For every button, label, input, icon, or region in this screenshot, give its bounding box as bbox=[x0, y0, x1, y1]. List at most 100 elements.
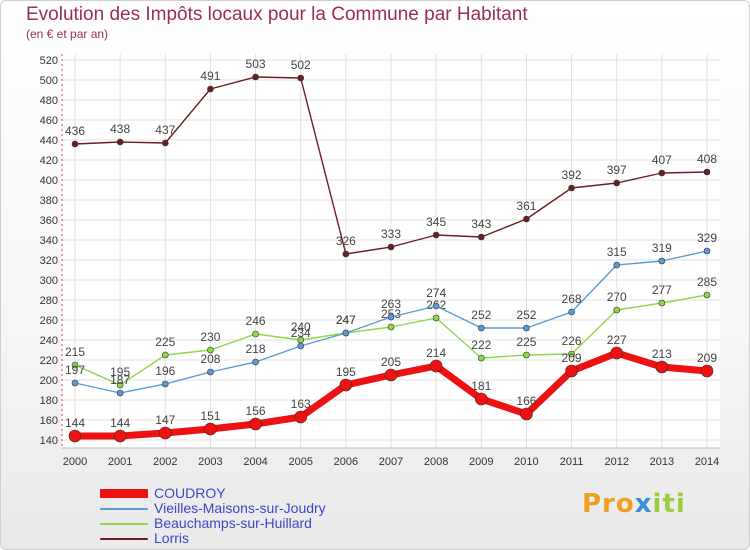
data-label: 222 bbox=[471, 338, 491, 352]
data-label: 285 bbox=[697, 275, 717, 289]
data-label: 326 bbox=[336, 234, 356, 248]
data-point bbox=[703, 291, 711, 299]
legend-label-lorris: Lorris bbox=[154, 530, 190, 546]
data-label: 144 bbox=[65, 416, 85, 430]
data-point bbox=[161, 351, 169, 359]
data-point bbox=[297, 74, 305, 82]
y-tick-label: 460 bbox=[40, 115, 58, 127]
data-label: 156 bbox=[246, 404, 266, 418]
data-point bbox=[387, 313, 395, 321]
data-label: 246 bbox=[246, 314, 266, 328]
data-label: 213 bbox=[652, 347, 672, 361]
y-tick-label: 180 bbox=[40, 395, 58, 407]
data-point bbox=[297, 342, 305, 350]
data-point bbox=[613, 261, 621, 269]
data-point bbox=[342, 329, 350, 337]
data-point bbox=[703, 168, 711, 176]
x-tick-label: 2014 bbox=[695, 456, 719, 468]
data-point bbox=[113, 429, 127, 443]
data-point bbox=[384, 368, 398, 382]
legend-label-beauchamps: Beauchamps-sur-Huillard bbox=[154, 515, 312, 531]
legend-swatch-lorris bbox=[100, 537, 148, 540]
legend-swatch-coudroy bbox=[100, 489, 148, 498]
data-point bbox=[523, 324, 530, 332]
data-point bbox=[703, 247, 711, 255]
chart-subtitle: (en € et par an) bbox=[26, 27, 109, 41]
x-tick-label: 2013 bbox=[650, 456, 674, 468]
data-label: 315 bbox=[607, 245, 627, 259]
data-label: 205 bbox=[381, 355, 401, 369]
y-tick-label: 200 bbox=[40, 375, 58, 387]
y-tick-label: 380 bbox=[40, 195, 58, 207]
data-point bbox=[207, 346, 214, 354]
legend-swatch-beauchamps bbox=[100, 522, 148, 525]
data-label: 491 bbox=[200, 69, 220, 83]
data-point bbox=[477, 324, 485, 332]
legend-label-coudroy: COUDROY bbox=[154, 485, 226, 501]
data-point bbox=[429, 359, 443, 373]
legend: COUDROY Vieilles-Maisons-sur-Joudry Beau… bbox=[100, 486, 326, 546]
data-point bbox=[568, 350, 575, 358]
data-label: 274 bbox=[426, 286, 446, 300]
data-point bbox=[158, 426, 172, 440]
data-label: 408 bbox=[697, 152, 717, 166]
data-point bbox=[565, 364, 578, 378]
data-label: 195 bbox=[110, 365, 130, 379]
data-point bbox=[294, 410, 308, 424]
data-label: 166 bbox=[516, 394, 536, 408]
data-label: 234 bbox=[291, 326, 311, 340]
data-point bbox=[116, 381, 124, 389]
data-point bbox=[523, 351, 530, 359]
y-tick-label: 280 bbox=[40, 295, 58, 307]
data-label: 225 bbox=[155, 335, 175, 349]
y-tick-label: 360 bbox=[40, 215, 58, 227]
data-point bbox=[68, 429, 82, 443]
data-label: 151 bbox=[200, 409, 220, 423]
data-label: 252 bbox=[516, 308, 536, 322]
data-point bbox=[116, 138, 124, 146]
x-tick-label: 2005 bbox=[288, 456, 312, 468]
data-label: 263 bbox=[381, 297, 401, 311]
data-label: 247 bbox=[336, 313, 356, 327]
data-label: 214 bbox=[426, 346, 446, 360]
data-label: 208 bbox=[200, 352, 220, 366]
data-label: 196 bbox=[155, 364, 175, 378]
y-tick-label: 500 bbox=[40, 75, 58, 87]
data-point bbox=[477, 354, 485, 362]
data-point bbox=[207, 85, 214, 93]
y-tick-label: 220 bbox=[40, 355, 58, 367]
data-point bbox=[249, 417, 262, 431]
data-label: 270 bbox=[607, 290, 627, 304]
data-point bbox=[71, 140, 79, 148]
legend-item-vieilles-maisons: Vieilles-Maisons-sur-Joudry bbox=[100, 501, 326, 516]
data-label: 247 bbox=[336, 313, 356, 327]
data-point bbox=[116, 389, 124, 397]
x-tick-label: 2008 bbox=[424, 456, 448, 468]
legend-swatch-vieilles-maisons bbox=[100, 507, 148, 510]
data-point bbox=[387, 243, 395, 251]
data-label: 197 bbox=[65, 363, 85, 377]
y-tick-label: 340 bbox=[40, 235, 58, 247]
data-point bbox=[658, 257, 666, 265]
data-label: 227 bbox=[607, 333, 627, 347]
data-point bbox=[207, 368, 214, 376]
data-point bbox=[658, 299, 666, 307]
x-tick-label: 2010 bbox=[514, 456, 538, 468]
data-label: 343 bbox=[471, 217, 491, 231]
data-point bbox=[477, 233, 485, 241]
y-tick-label: 440 bbox=[40, 135, 58, 147]
data-point bbox=[568, 184, 575, 192]
data-label: 218 bbox=[246, 342, 266, 356]
y-tick-label: 140 bbox=[40, 435, 58, 447]
data-point bbox=[161, 139, 169, 147]
x-tick-label: 2009 bbox=[469, 456, 493, 468]
data-label: 147 bbox=[155, 413, 175, 427]
y-tick-label: 260 bbox=[40, 315, 58, 327]
data-point bbox=[658, 169, 666, 177]
data-label: 438 bbox=[110, 122, 130, 136]
data-point bbox=[252, 330, 259, 338]
y-tick-label: 160 bbox=[40, 415, 58, 427]
data-label: 181 bbox=[471, 379, 491, 393]
data-point bbox=[655, 360, 669, 374]
